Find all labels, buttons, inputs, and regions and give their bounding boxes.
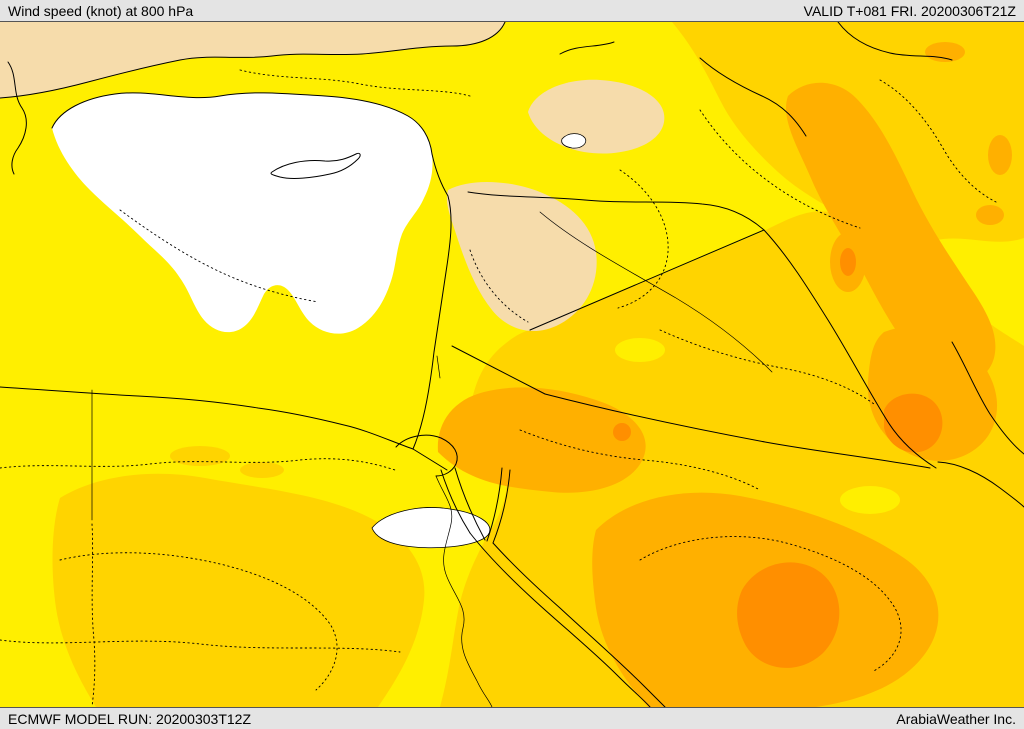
coastlines: [0, 22, 1024, 707]
header-bar: Wind speed (knot) at 800 hPa VALID T+081…: [0, 0, 1024, 22]
branding-label: ArabiaWeather Inc.: [896, 710, 1016, 727]
map-title: Wind speed (knot) at 800 hPa: [8, 2, 194, 19]
weather-map: [0, 22, 1024, 707]
wind-band-tan: [0, 22, 665, 332]
wind-band-calm-white: [52, 92, 587, 549]
country-borders: [91, 57, 937, 521]
footer-bar: ECMWF MODEL RUN: 20200303T12Z ArabiaWeat…: [0, 707, 1024, 729]
wind-speed-map-canvas: [0, 22, 1024, 707]
valid-time-label: VALID T+081 FRI. 20200306T21Z: [803, 2, 1016, 19]
model-run-label: ECMWF MODEL RUN: 20200303T12Z: [8, 710, 251, 727]
dotted-contour-lines: [0, 69, 997, 707]
wind-band-deep-orange: [613, 248, 943, 668]
